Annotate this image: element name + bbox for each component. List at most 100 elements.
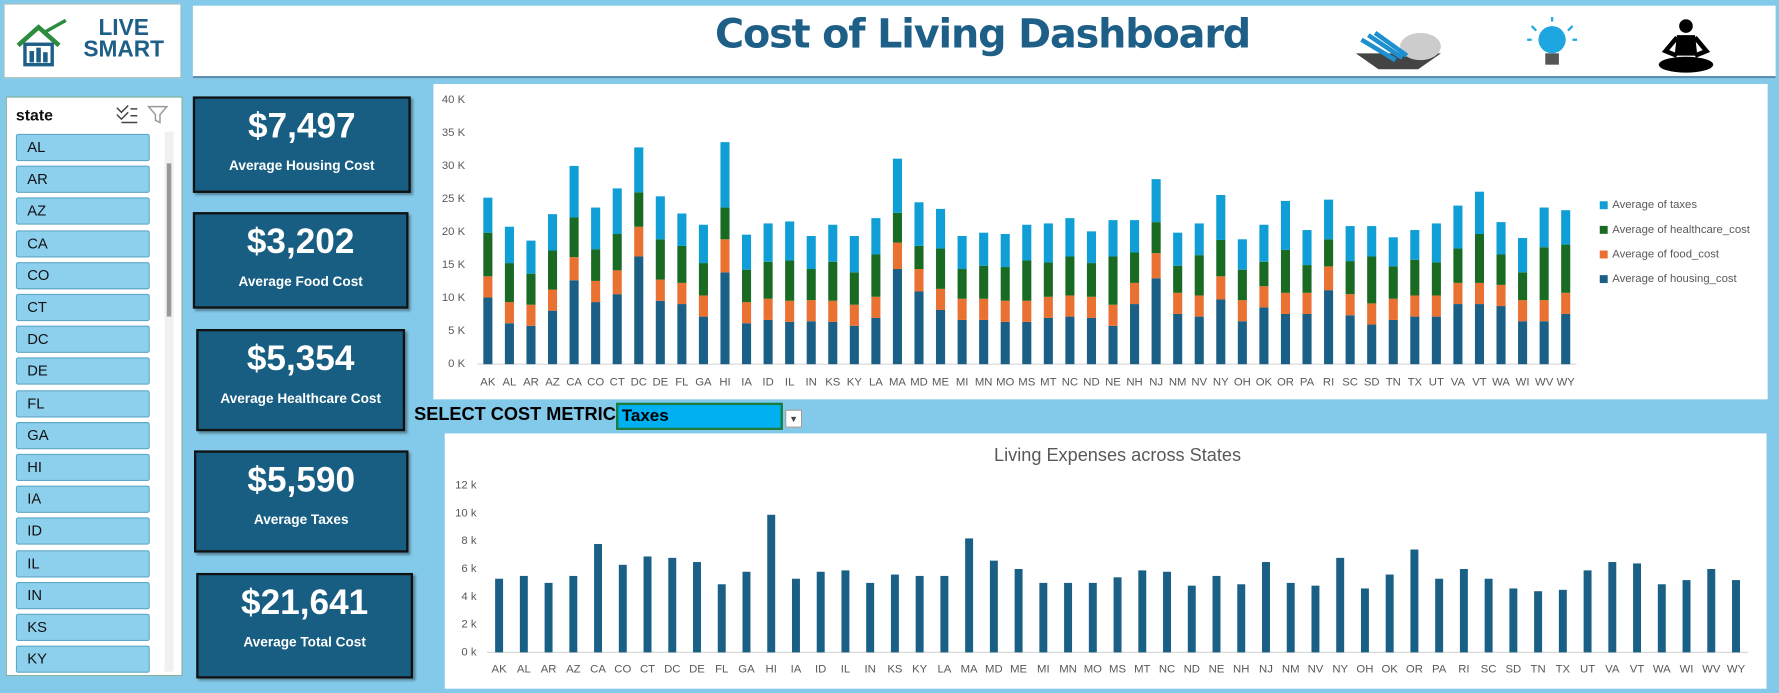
bar-segment xyxy=(1216,239,1226,277)
bar-segment xyxy=(1539,207,1549,248)
x-tick-label: CT xyxy=(640,663,655,675)
x-tick-label: MI xyxy=(956,376,969,388)
slicer-item[interactable]: AR xyxy=(15,165,150,194)
x-tick-label: TN xyxy=(1531,663,1546,675)
x-tick-label: GA xyxy=(738,663,755,675)
bar-segment xyxy=(1324,266,1334,291)
slicer-item[interactable]: IL xyxy=(15,549,150,578)
bar-segment xyxy=(1388,298,1398,320)
bar-segment xyxy=(1237,300,1247,322)
slicer-item[interactable]: KY xyxy=(15,645,150,674)
x-tick-label: NJ xyxy=(1259,663,1273,675)
bar-segment xyxy=(612,188,622,235)
x-tick-label: DE xyxy=(652,376,668,388)
slicer-item[interactable]: CT xyxy=(15,293,150,322)
slicer-buttons[interactable] xyxy=(115,103,172,126)
x-tick-label: SC xyxy=(1342,376,1358,388)
bar-segment xyxy=(1518,321,1528,365)
slicer-item[interactable]: IN xyxy=(15,581,150,610)
y-tick-label: 0 K xyxy=(448,358,465,370)
bar-segment xyxy=(849,325,859,365)
x-tick-label: WV xyxy=(1702,663,1721,675)
slicer-item[interactable]: IA xyxy=(15,485,150,514)
bar-segment xyxy=(504,302,514,324)
slicer-item[interactable]: FL xyxy=(15,389,150,418)
kpi-card: $21,641 Average Total Cost xyxy=(196,572,413,679)
bar-segment xyxy=(763,261,773,299)
bar-segment xyxy=(936,208,946,249)
bar xyxy=(1163,571,1171,653)
slicer-item[interactable]: ID xyxy=(15,517,150,546)
slicer-item[interactable]: CA xyxy=(15,229,150,258)
x-tick-label: CA xyxy=(566,376,582,388)
bar-segment xyxy=(634,192,644,227)
x-tick-label: RI xyxy=(1323,376,1334,388)
x-tick-label: MT xyxy=(1134,663,1150,675)
bar-segment xyxy=(1453,205,1463,249)
bar-segment xyxy=(1367,226,1377,257)
x-tick-label: AR xyxy=(541,663,557,675)
bar xyxy=(890,574,899,653)
idea-icon xyxy=(1527,17,1578,65)
slicer-item[interactable]: AL xyxy=(15,133,150,162)
bar xyxy=(1286,582,1295,653)
slicer-item[interactable]: CO xyxy=(15,261,150,290)
bar-segment xyxy=(1065,316,1075,365)
legend-label: Average of housing_cost xyxy=(1612,273,1737,285)
x-tick-label: RI xyxy=(1458,663,1469,675)
bar-segment xyxy=(1388,319,1398,365)
bar xyxy=(1064,582,1073,653)
bar-segment xyxy=(871,317,881,365)
x-tick-label: NH xyxy=(1233,663,1249,675)
bar-segment xyxy=(1173,232,1183,266)
scrollbar[interactable] xyxy=(164,131,174,672)
bar xyxy=(1732,580,1740,653)
slicer-item[interactable]: HI xyxy=(15,453,150,482)
x-tick-label: IA xyxy=(791,663,802,675)
slicer-item[interactable]: AZ xyxy=(15,197,150,226)
x-tick-label: KS xyxy=(825,376,841,388)
bar-segment xyxy=(979,265,989,299)
bar-segment xyxy=(1086,263,1096,297)
bar-segment xyxy=(1410,259,1420,296)
bar-segment xyxy=(1280,200,1291,250)
slicer-item[interactable]: DC xyxy=(15,325,150,354)
bar-segment xyxy=(1194,223,1204,256)
y-tick-label: 20 K xyxy=(442,226,466,238)
bar-segment xyxy=(1518,237,1528,273)
bar-segment xyxy=(871,296,881,318)
x-tick-label: KY xyxy=(847,376,863,388)
bar-segment xyxy=(483,276,493,298)
bar-segment xyxy=(828,321,838,365)
bar-segment xyxy=(1237,321,1247,365)
bar-segment xyxy=(1539,321,1549,365)
bar-segment xyxy=(1388,237,1398,267)
kpi-value: $21,641 xyxy=(241,582,369,622)
kpi-label: Average Housing Cost xyxy=(229,157,375,174)
bar-segment xyxy=(720,239,730,273)
bar-segment xyxy=(1043,262,1053,297)
kpi-value: $5,354 xyxy=(246,338,355,378)
selector-dropdown[interactable]: Taxes xyxy=(616,402,783,431)
bar-segment xyxy=(504,323,514,365)
legend-swatch xyxy=(1599,225,1608,234)
bar-segment xyxy=(1216,276,1226,300)
bar xyxy=(693,562,701,653)
slicer-item[interactable]: GA xyxy=(15,421,150,450)
x-tick-label: MD xyxy=(910,376,928,388)
x-tick-label: NM xyxy=(1282,663,1300,675)
bar-segment xyxy=(785,260,795,301)
bar-segment xyxy=(1302,292,1312,314)
bar-segment xyxy=(763,223,773,262)
bar-segment xyxy=(1388,266,1398,299)
bar-segment xyxy=(1259,224,1269,262)
bar-segment xyxy=(849,235,859,273)
bar-segment xyxy=(1496,254,1506,285)
slicer-item[interactable]: DE xyxy=(15,357,150,386)
slicer-item[interactable]: KS xyxy=(15,613,150,642)
dropdown-arrow[interactable]: ▼ xyxy=(785,409,803,428)
x-tick-label: HI xyxy=(766,663,777,675)
bar-segment xyxy=(892,212,902,243)
bar-segment xyxy=(828,300,838,322)
x-tick-label: WA xyxy=(1653,663,1671,675)
